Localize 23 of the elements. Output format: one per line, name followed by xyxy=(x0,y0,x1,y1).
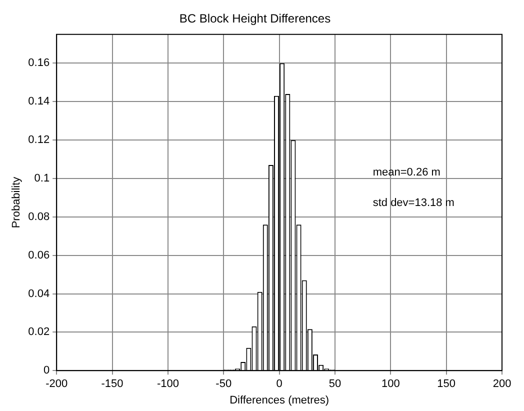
x-tick-label: 200 xyxy=(492,378,512,390)
x-tick-label: -200 xyxy=(46,378,68,390)
x-tick-label: 50 xyxy=(328,378,342,390)
y-tick-label: 0.06 xyxy=(28,249,50,262)
x-axis-title: Differences (metres) xyxy=(230,394,330,406)
x-tick-label: 0 xyxy=(276,378,282,390)
chart-title: BC Block Height Differences xyxy=(179,12,331,26)
y-tick-label: 0.1 xyxy=(34,172,50,185)
y-tick-label: 0.14 xyxy=(28,96,50,108)
x-tick-label: 100 xyxy=(381,378,400,390)
y-tick-label: 0 xyxy=(43,364,50,377)
y-tick-label: 0.12 xyxy=(28,134,50,146)
annotation: std dev=13.18 m xyxy=(372,196,454,209)
x-tick-label: -100 xyxy=(156,378,179,390)
y-tick-label: 0.04 xyxy=(28,288,50,300)
x-tick-label: -150 xyxy=(101,378,124,390)
x-tick-label: 150 xyxy=(437,378,456,390)
annotation: mean=0.26 m xyxy=(372,166,440,179)
y-tick-label: 0.16 xyxy=(28,57,50,70)
y-axis-title: Probability xyxy=(10,176,23,228)
x-tick-label: -50 xyxy=(216,378,232,390)
y-tick-label: 0.02 xyxy=(28,326,50,338)
y-tick-label: 0.08 xyxy=(28,210,50,223)
